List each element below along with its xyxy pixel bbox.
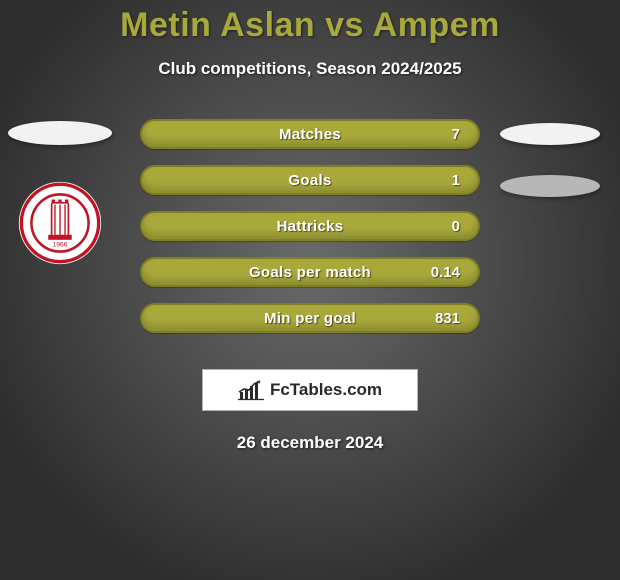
stat-bar-label: Matches: [279, 126, 341, 143]
player1-marker: [8, 121, 112, 145]
stat-bar-value: 0: [452, 218, 460, 235]
stat-bar: Hattricks 0: [140, 211, 480, 241]
main-area: 1966 Matches 7 Goals 1 Hattricks 0 Goals per m…: [0, 121, 620, 351]
stat-bar: Goals per match 0.14: [140, 257, 480, 287]
date: 26 december 2024: [0, 433, 620, 453]
subtitle: Club competitions, Season 2024/2025: [0, 59, 620, 79]
stat-bar: Matches 7: [140, 119, 480, 149]
club-year: 1966: [53, 242, 68, 249]
stat-bar-label: Goals: [288, 172, 331, 189]
stat-bar: Goals 1: [140, 165, 480, 195]
page-title: Metin Aslan vs Ampem: [0, 6, 620, 45]
stat-bar-value: 0.14: [431, 264, 460, 281]
club-logo: 1966: [18, 181, 102, 265]
stat-bar-value: 1: [452, 172, 460, 189]
watermark: FcTables.com: [202, 369, 418, 411]
chart-icon: [238, 379, 264, 401]
content-container: Metin Aslan vs Ampem Club competitions, …: [0, 0, 620, 580]
watermark-text: FcTables.com: [270, 380, 382, 400]
stat-bars: Matches 7 Goals 1 Hattricks 0 Goals per match 0…: [140, 119, 480, 349]
stat-bar: Min per goal 831: [140, 303, 480, 333]
stat-bar-value: 831: [435, 310, 460, 327]
player2-marker-top: [500, 123, 600, 145]
stat-bar-label: Goals per match: [249, 264, 371, 281]
player2-marker-bottom: [500, 175, 600, 197]
stat-bar-value: 7: [452, 126, 460, 143]
stat-bar-label: Min per goal: [264, 310, 356, 327]
stat-bar-label: Hattricks: [277, 218, 344, 235]
